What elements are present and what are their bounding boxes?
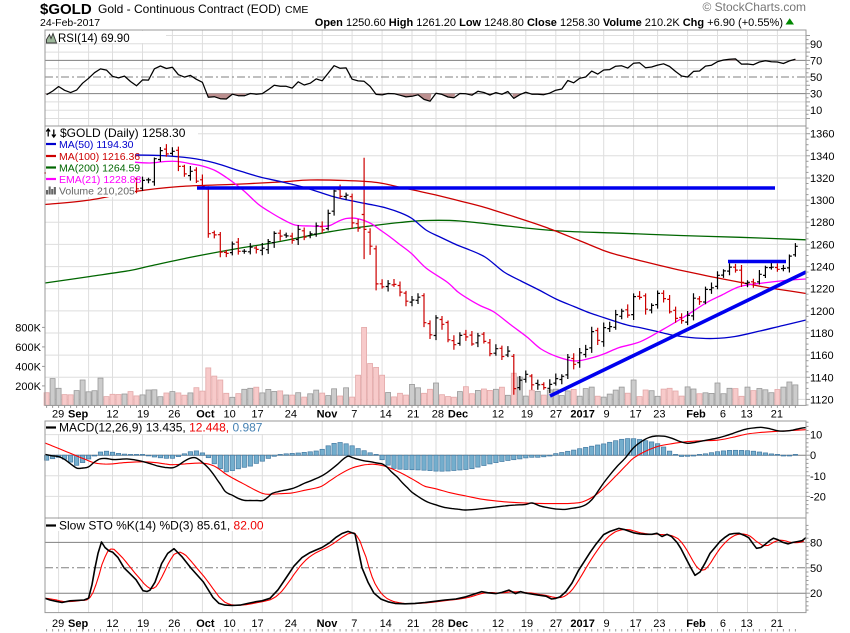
svg-text:7: 7 [351,618,357,630]
svg-text:6: 6 [720,409,726,421]
svg-text:Slow STO %K(14) %D(3) 85.61, 8: Slow STO %K(14) %D(3) 85.61, 82.00 [59,519,264,533]
svg-text:70: 70 [810,55,822,67]
svg-text:24-Feb-2017: 24-Feb-2017 [40,17,100,29]
svg-text:19: 19 [521,618,533,630]
svg-text:CME: CME [285,4,308,16]
svg-text:12: 12 [492,618,504,630]
svg-text:Gold - Continuous Contract (EO: Gold - Continuous Contract (EOD) [98,2,281,16]
svg-text:27: 27 [550,409,562,421]
svg-text:Nov: Nov [317,618,339,630]
svg-text:14: 14 [380,409,392,421]
svg-text:2017: 2017 [570,618,594,630]
svg-text:10: 10 [223,409,235,421]
svg-text:1320: 1320 [810,173,834,185]
svg-text:1220: 1220 [810,284,834,296]
svg-text:21: 21 [407,409,419,421]
svg-text:50: 50 [810,72,822,84]
svg-text:Oct: Oct [196,409,215,421]
svg-text:Feb: Feb [686,409,706,421]
svg-text:600K: 600K [15,342,41,354]
svg-text:29: 29 [52,618,64,630]
svg-text:13: 13 [741,618,753,630]
svg-text:24: 24 [285,618,297,630]
svg-text:Feb: Feb [686,618,706,630]
svg-text:9: 9 [603,409,609,421]
svg-text:1260: 1260 [810,239,834,251]
svg-text:2017: 2017 [570,409,594,421]
svg-text:0: 0 [810,450,816,462]
svg-text:7: 7 [351,409,357,421]
svg-text:80: 80 [810,537,822,549]
svg-text:200K: 200K [15,381,41,393]
svg-text:1180: 1180 [810,328,834,340]
svg-text:17: 17 [251,618,263,630]
svg-text:400K: 400K [15,361,41,373]
svg-text:MA(200) 1264.59: MA(200) 1264.59 [59,163,140,175]
svg-text:1300: 1300 [810,195,834,207]
svg-text:29: 29 [52,409,64,421]
svg-text:27: 27 [550,618,562,630]
svg-text:$GOLD (Daily) 1258.30: $GOLD (Daily) 1258.30 [60,126,186,140]
svg-text:MA(100) 1216.36: MA(100) 1216.36 [59,151,140,163]
svg-text:1120: 1120 [810,394,834,406]
svg-text:RSI(14) 69.90: RSI(14) 69.90 [58,33,130,45]
svg-text:-10: -10 [810,471,826,483]
svg-text:13: 13 [741,409,753,421]
svg-text:Volume 210,205: Volume 210,205 [59,186,135,198]
svg-text:17: 17 [629,618,641,630]
svg-text:23: 23 [653,618,665,630]
svg-text:10: 10 [223,618,235,630]
svg-text:28: 28 [432,409,444,421]
svg-text:10: 10 [810,430,822,442]
svg-text:MA(50) 1194.30: MA(50) 1194.30 [59,139,134,151]
svg-text:17: 17 [251,409,263,421]
svg-text:1280: 1280 [810,217,834,229]
svg-text:50: 50 [810,563,822,575]
svg-text:30: 30 [810,89,822,101]
svg-text:Sep: Sep [68,409,88,421]
svg-text:19: 19 [521,409,533,421]
svg-text:$GOLD: $GOLD [40,1,92,18]
svg-text:19: 19 [137,618,149,630]
svg-text:Oct: Oct [196,618,215,630]
svg-text:1160: 1160 [810,350,834,362]
svg-text:21: 21 [771,618,783,630]
svg-text:1360: 1360 [810,129,834,141]
svg-text:EMA(21) 1228.88: EMA(21) 1228.88 [59,174,141,186]
svg-text:© StockCharts.com: © StockCharts.com [702,0,806,14]
svg-text:21: 21 [407,618,419,630]
svg-text:12: 12 [106,409,118,421]
svg-text:21: 21 [771,409,783,421]
svg-text:17: 17 [629,409,641,421]
svg-text:19: 19 [137,409,149,421]
svg-text:-20: -20 [810,491,826,503]
svg-text:90: 90 [810,39,822,51]
svg-text:Dec: Dec [448,618,468,630]
svg-text:6: 6 [720,618,726,630]
svg-text:23: 23 [653,409,665,421]
svg-text:Sep: Sep [68,618,88,630]
svg-text:12: 12 [492,409,504,421]
svg-text:26: 26 [168,618,180,630]
svg-text:800K: 800K [15,322,41,334]
svg-text:12: 12 [106,618,118,630]
svg-text:28: 28 [432,618,444,630]
svg-text:14: 14 [380,618,392,630]
svg-text:24: 24 [285,409,297,421]
svg-text:10: 10 [810,105,822,117]
svg-text:1240: 1240 [810,262,834,274]
svg-text:1340: 1340 [810,151,834,163]
svg-text:20: 20 [810,588,822,600]
svg-text:9: 9 [603,618,609,630]
svg-text:Dec: Dec [448,409,468,421]
svg-text:1140: 1140 [810,372,834,384]
svg-text:1200: 1200 [810,306,834,318]
svg-text:Open 1250.60 High 1261.20 Low: Open 1250.60 High 1261.20 Low 1248.80 Cl… [315,17,783,29]
svg-text:Nov: Nov [317,409,339,421]
svg-text:26: 26 [168,409,180,421]
svg-text:MACD(12,26,9) 13.435, 12.448,: MACD(12,26,9) 13.435, 12.448, 0.987 [59,421,263,435]
